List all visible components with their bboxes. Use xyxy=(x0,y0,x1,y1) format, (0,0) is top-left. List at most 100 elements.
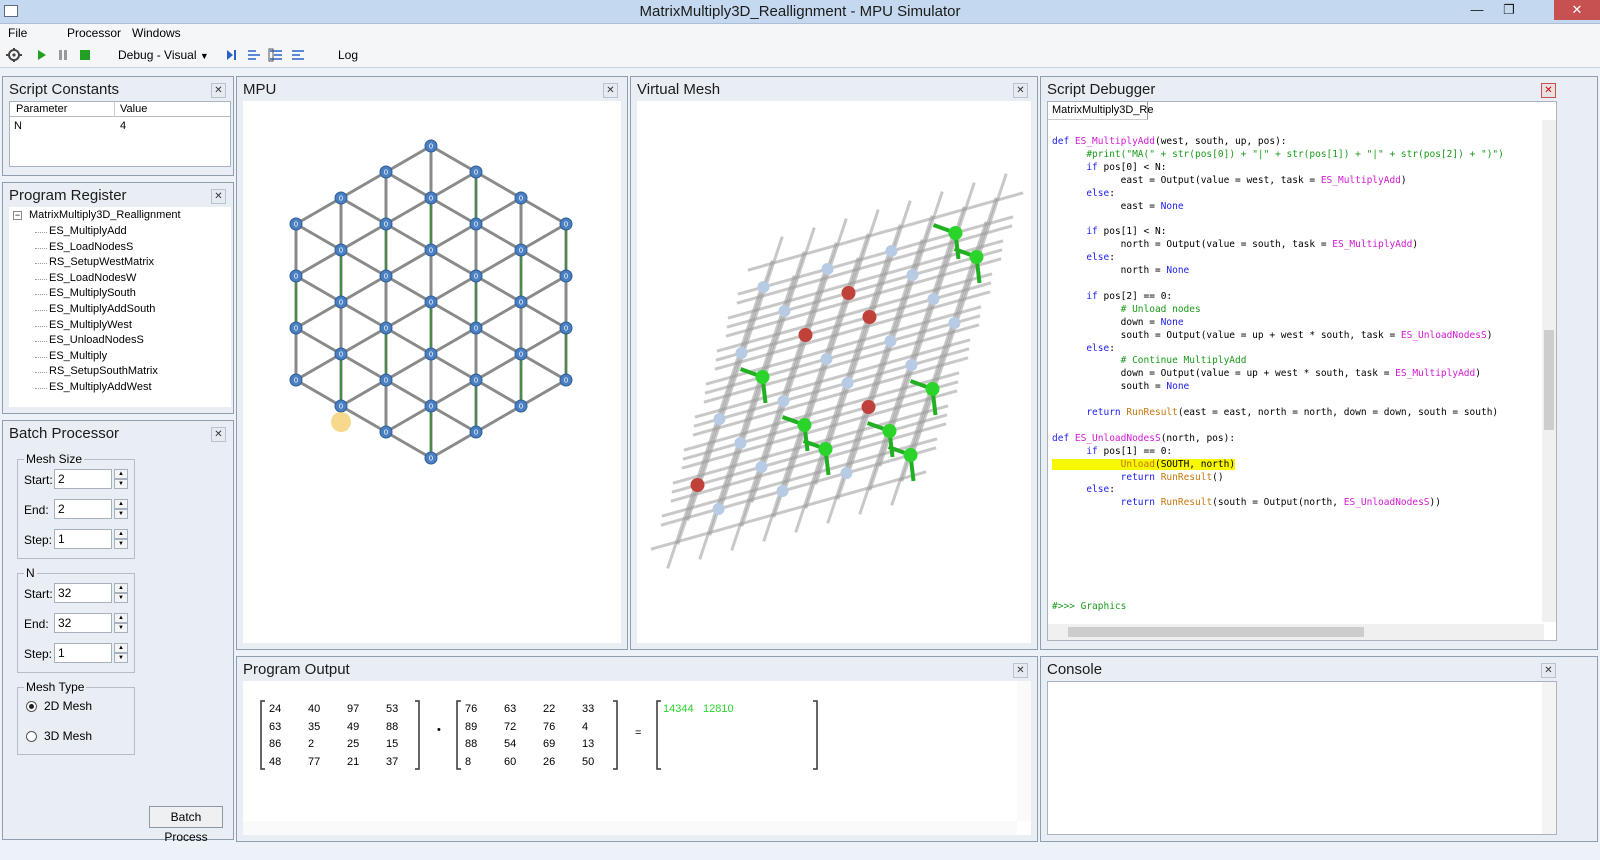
mesh-node[interactable] xyxy=(469,321,483,335)
menu-file[interactable]: File xyxy=(8,26,28,40)
mesh-node[interactable] xyxy=(379,217,393,231)
collapse-icon[interactable]: − xyxy=(13,210,22,220)
step-over-icon[interactable] xyxy=(268,46,284,64)
spin-up-icon[interactable]: ▲ xyxy=(114,613,128,623)
mesh-node[interactable] xyxy=(514,399,528,413)
settings-icon[interactable] xyxy=(4,46,24,64)
mesh-node[interactable] xyxy=(334,347,348,361)
mesh-node[interactable] xyxy=(559,217,573,231)
tree-item[interactable]: ES_LoadNodesS xyxy=(49,240,134,253)
menu-windows[interactable]: Windows xyxy=(132,26,181,40)
mesh-node[interactable] xyxy=(379,425,393,439)
close-icon[interactable]: ✕ xyxy=(211,427,226,442)
mesh-node[interactable] xyxy=(424,347,438,361)
tree-item[interactable]: ES_MultiplyAddSouth xyxy=(49,303,156,315)
mesh-node[interactable] xyxy=(514,243,528,257)
close-icon[interactable]: ✕ xyxy=(1013,663,1028,678)
mpu-canvas[interactable]: 0 0 0 0 0 0 0 0 0 0 0 0 0 0 0 0 0 0 0 0 0 0 0 0 0 0 0 0 0 0 0 0 0 0 0 0 0 xyxy=(243,101,621,643)
mesh-node[interactable] xyxy=(379,269,393,283)
mesh-start-input[interactable]: 2 xyxy=(54,469,112,489)
tree-item[interactable]: ES_MultiplyWest xyxy=(49,318,132,331)
radio-2d-mesh[interactable] xyxy=(26,701,37,712)
mesh-node[interactable] xyxy=(289,373,303,387)
tree-item[interactable]: RS_SetupSouthMatrix xyxy=(49,365,158,378)
n-end-input[interactable]: 32 xyxy=(54,613,112,633)
mesh-node[interactable] xyxy=(424,295,438,309)
pause-icon[interactable] xyxy=(56,46,70,64)
close-icon[interactable]: ✕ xyxy=(1013,83,1028,98)
spin-up-icon[interactable]: ▲ xyxy=(114,529,128,539)
file-tab[interactable]: MatrixMultiply3D_Re xyxy=(1048,102,1153,120)
console-output[interactable] xyxy=(1047,681,1557,835)
tree-root[interactable]: MatrixMultiply3D_Reallignment xyxy=(29,209,181,221)
mesh-node[interactable] xyxy=(379,165,393,179)
spin-down-icon[interactable]: ▼ xyxy=(114,623,128,633)
vertical-scrollbar[interactable] xyxy=(1017,681,1031,821)
mesh-node[interactable] xyxy=(289,269,303,283)
tree-item[interactable]: ES_MultiplyAdd xyxy=(49,225,127,237)
mesh-node[interactable] xyxy=(514,295,528,309)
spin-down-icon[interactable]: ▼ xyxy=(114,593,128,603)
mesh-node[interactable] xyxy=(469,165,483,179)
spin-down-icon[interactable]: ▼ xyxy=(114,479,128,489)
batch-process-button[interactable]: Batch Process xyxy=(149,806,223,844)
close-icon[interactable]: ✕ xyxy=(211,83,226,98)
mesh-node[interactable] xyxy=(334,191,348,205)
mesh-node[interactable] xyxy=(469,425,483,439)
mesh-node[interactable] xyxy=(424,139,438,153)
close-icon[interactable]: ✕ xyxy=(603,83,618,98)
step-icon[interactable] xyxy=(224,46,240,64)
spin-up-icon[interactable]: ▲ xyxy=(114,583,128,593)
tree-item[interactable]: ES_MultiplyAddWest xyxy=(49,381,152,393)
step-into-icon[interactable] xyxy=(246,46,262,64)
spin-up-icon[interactable]: ▲ xyxy=(114,469,128,479)
debug-mode-dropdown[interactable]: Debug - Visual ▼ xyxy=(118,46,209,64)
play-icon[interactable] xyxy=(35,46,49,64)
column-value[interactable]: Value xyxy=(120,103,148,115)
mesh-node[interactable] xyxy=(469,373,483,387)
mesh-node[interactable] xyxy=(424,451,438,465)
mesh-node[interactable] xyxy=(424,399,438,413)
mesh-node[interactable] xyxy=(334,243,348,257)
mesh-node[interactable] xyxy=(289,217,303,231)
horizontal-scrollbar[interactable] xyxy=(1048,624,1544,640)
mesh-node[interactable] xyxy=(424,243,438,257)
spin-down-icon[interactable]: ▼ xyxy=(114,653,128,663)
mesh-step-input[interactable]: 1 xyxy=(54,529,112,549)
n-step-input[interactable]: 1 xyxy=(54,643,112,663)
close-button[interactable]: ✕ xyxy=(1554,0,1600,20)
mesh-end-input[interactable]: 2 xyxy=(54,499,112,519)
tree-item[interactable]: ES_MultiplySouth xyxy=(49,287,136,300)
mesh-node[interactable] xyxy=(469,269,483,283)
spin-up-icon[interactable]: ▲ xyxy=(114,643,128,653)
mesh-node[interactable] xyxy=(514,347,528,361)
n-start-input[interactable]: 32 xyxy=(54,583,112,603)
virtual-mesh-canvas[interactable] xyxy=(637,101,1031,643)
step-out-icon[interactable] xyxy=(290,46,306,64)
close-icon[interactable]: ✕ xyxy=(211,189,226,204)
mesh-node[interactable] xyxy=(424,191,438,205)
mesh-node[interactable] xyxy=(379,321,393,335)
minimize-button[interactable]: — xyxy=(1470,2,1484,17)
tree-item[interactable]: RS_SetupWestMatrix xyxy=(49,256,154,269)
close-icon[interactable]: ✕ xyxy=(1541,83,1556,98)
horizontal-scrollbar[interactable] xyxy=(243,821,1017,835)
log-button[interactable]: Log xyxy=(338,48,359,62)
tree-item[interactable]: ES_LoadNodesW xyxy=(49,271,137,284)
spin-down-icon[interactable]: ▼ xyxy=(114,509,128,519)
radio-3d-mesh[interactable] xyxy=(26,731,37,742)
tree-item[interactable]: ES_UnloadNodesS xyxy=(49,334,144,347)
mesh-node[interactable] xyxy=(559,321,573,335)
mesh-node[interactable] xyxy=(334,295,348,309)
vertical-scrollbar[interactable] xyxy=(1542,120,1556,622)
spin-down-icon[interactable]: ▼ xyxy=(114,539,128,549)
mesh-node[interactable] xyxy=(469,217,483,231)
close-icon[interactable]: ✕ xyxy=(1541,663,1556,678)
spin-up-icon[interactable]: ▲ xyxy=(114,499,128,509)
maximize-button[interactable]: ❐ xyxy=(1503,2,1515,17)
mesh-node[interactable] xyxy=(559,373,573,387)
menu-processor[interactable]: Processor xyxy=(67,26,122,40)
mesh-node[interactable] xyxy=(289,321,303,335)
tree-item[interactable]: ES_Multiply xyxy=(49,349,108,362)
option-3d-mesh[interactable]: 3D Mesh xyxy=(44,729,93,743)
